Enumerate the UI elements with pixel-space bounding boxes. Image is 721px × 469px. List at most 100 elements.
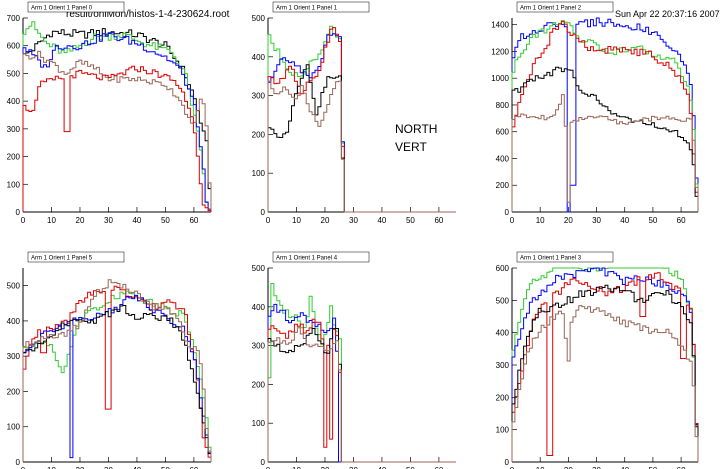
- panel-4-chart: Arm 1 Orient 1 Panel 4 0 100 200 300 400 500 0 1…: [252, 251, 456, 469]
- y-tick-label: 200: [496, 181, 510, 190]
- y-tick-label: 600: [496, 128, 510, 137]
- series-black: [511, 66, 699, 212]
- x-tick-label: 40: [620, 466, 629, 469]
- y-tick-label: 500: [7, 69, 21, 78]
- y-tick-label: 300: [7, 125, 21, 134]
- y-tick-label: 0: [16, 458, 21, 467]
- panel-title: Arm 1 Orient 1 Panel 3: [520, 256, 582, 262]
- series-red: [511, 272, 699, 462]
- x-tick-label: 40: [132, 466, 141, 469]
- y-tick-label: 0: [505, 458, 510, 467]
- series-black: [22, 28, 212, 212]
- series-blue: [267, 303, 456, 463]
- series-black: [511, 284, 699, 462]
- x-tick-label: 40: [377, 466, 386, 469]
- x-tick-label: 30: [349, 216, 358, 225]
- y-tick-label: 100: [7, 180, 21, 189]
- panel-5-chart: Arm 1 Orient 1 Panel 5 0 100 200 300 400 500 0 1…: [7, 251, 212, 469]
- y-tick-label: 1200: [491, 47, 509, 56]
- y-tick-label: 200: [252, 130, 266, 139]
- panel-title: Arm 1 Orient 1 Panel 0: [31, 6, 93, 12]
- panel-1-chart: Arm 1 Orient 1 Panel 1 0 100 200 300 400 500 0 1…: [252, 1, 456, 225]
- series-blue: [511, 267, 699, 462]
- y-tick-label: 200: [496, 393, 510, 402]
- y-tick-label: 500: [7, 282, 21, 291]
- series-brown: [267, 327, 456, 463]
- panel-title: Arm 1 Orient 1 Panel 5: [31, 256, 93, 262]
- y-tick-label: 0: [505, 208, 510, 217]
- y-tick-label: 600: [7, 42, 21, 51]
- x-tick-label: 30: [104, 216, 113, 225]
- y-tick-label: 200: [252, 380, 266, 389]
- y-tick-label: 500: [252, 264, 266, 273]
- x-tick-label: 50: [161, 216, 170, 225]
- panel-title: Arm 1 Orient 1 Panel 2: [520, 6, 582, 12]
- x-tick-label: 20: [564, 216, 573, 225]
- series-red: [22, 285, 212, 462]
- x-tick-label: 40: [132, 216, 141, 225]
- series-brown: [511, 305, 699, 462]
- y-tick-label: 500: [252, 14, 266, 23]
- x-tick-label: 10: [536, 216, 545, 225]
- series-blue: [22, 32, 212, 212]
- x-tick-label: 0: [21, 466, 26, 469]
- panel-title-box: [272, 251, 370, 263]
- x-tick-label: 60: [677, 216, 686, 225]
- panel-3-chart: Arm 1 Orient 1 Panel 3010020030040050060…: [496, 251, 699, 469]
- x-tick-label: 30: [104, 466, 113, 469]
- panel-0-chart: Arm 1 Orient 1 Panel 0010020030040050060…: [7, 1, 212, 225]
- y-tick-label: 600: [496, 264, 510, 273]
- x-tick-label: 0: [510, 466, 515, 469]
- y-tick-label: 0: [261, 458, 266, 467]
- x-tick-label: 50: [406, 466, 415, 469]
- x-tick-label: 20: [564, 466, 573, 469]
- x-tick-label: 50: [161, 466, 170, 469]
- panel-title-box: [272, 1, 370, 13]
- panel-title-box: [27, 1, 125, 13]
- series-red: [267, 27, 456, 213]
- series-green: [267, 283, 456, 463]
- series-brown: [22, 279, 212, 462]
- north-label: NORTH: [395, 122, 438, 136]
- y-tick-label: 1400: [491, 21, 509, 30]
- series-blue: [22, 294, 212, 462]
- x-tick-label: 10: [47, 466, 56, 469]
- x-tick-label: 60: [189, 216, 198, 225]
- x-tick-label: 60: [677, 466, 686, 469]
- panel-title-box: [516, 251, 614, 263]
- x-tick-label: 0: [21, 216, 26, 225]
- x-tick-label: 60: [189, 466, 198, 469]
- series-green: [511, 267, 699, 462]
- x-tick-label: 0: [266, 216, 271, 225]
- x-tick-label: 0: [510, 216, 515, 225]
- series-green: [267, 25, 456, 213]
- series-red: [511, 21, 699, 212]
- series-red: [267, 318, 456, 463]
- x-tick-label: 10: [292, 216, 301, 225]
- x-tick-label: 50: [648, 216, 657, 225]
- x-tick-label: 30: [592, 466, 601, 469]
- x-tick-label: 50: [648, 466, 657, 469]
- y-tick-label: 0: [16, 208, 21, 217]
- series-brown: [22, 50, 212, 212]
- y-tick-label: 300: [252, 92, 266, 101]
- x-tick-label: 40: [377, 216, 386, 225]
- x-tick-label: 40: [620, 216, 629, 225]
- x-tick-label: 60: [434, 466, 443, 469]
- histogram-file-path: result/onlMon/histos-1-4-230624.root: [66, 9, 230, 20]
- y-tick-label: 100: [7, 423, 21, 432]
- panel-2-chart: Arm 1 Orient 1 Panel 2020040060080010001…: [491, 1, 699, 225]
- series-blue: [267, 33, 456, 213]
- y-tick-label: 400: [496, 329, 510, 338]
- x-tick-label: 20: [321, 216, 330, 225]
- series-blue: [511, 17, 699, 213]
- y-tick-label: 0: [261, 208, 266, 217]
- y-tick-label: 200: [7, 153, 21, 162]
- x-tick-label: 20: [321, 466, 330, 469]
- series-red: [22, 65, 212, 212]
- y-tick-label: 400: [252, 53, 266, 62]
- panel-title-box: [516, 1, 614, 13]
- timestamp: Sun Apr 22 20:37:16 2007: [615, 9, 720, 19]
- y-tick-label: 100: [252, 419, 266, 428]
- x-tick-label: 10: [47, 216, 56, 225]
